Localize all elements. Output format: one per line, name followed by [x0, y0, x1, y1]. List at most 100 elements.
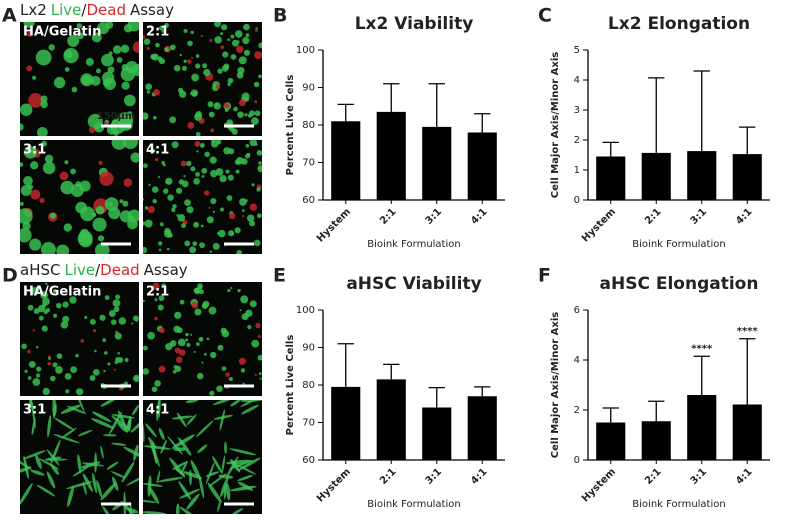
x-axis-label: Bioink Formulation: [632, 499, 725, 510]
cell: [33, 308, 40, 315]
cell: [259, 377, 262, 380]
y-tick-label: 0: [574, 195, 580, 206]
cell: [132, 64, 139, 77]
cell: [238, 357, 246, 365]
cell: [63, 223, 72, 232]
cell: [41, 140, 47, 147]
bar: [422, 407, 452, 460]
cell: [254, 142, 258, 146]
cell: [190, 30, 194, 35]
bar: [331, 386, 361, 460]
cell: [200, 145, 204, 148]
cell: [159, 222, 164, 227]
x-tick-label: 3:1: [424, 466, 444, 486]
cell: [75, 181, 82, 188]
cell: [158, 58, 166, 65]
cell: [102, 506, 112, 514]
cell: [151, 186, 159, 193]
cell: [61, 427, 77, 439]
cell: [209, 250, 212, 253]
cell: [157, 477, 184, 482]
image-label: 4:1: [146, 143, 169, 158]
y-axis-label: Cell Major Axis/Minor Axis: [550, 312, 561, 458]
scale-label: 150μm: [97, 111, 136, 122]
cells: [143, 140, 262, 254]
cell: [223, 147, 231, 155]
cell: [179, 349, 186, 356]
cell: [256, 149, 262, 156]
x-tick-label: Hystem: [580, 466, 618, 504]
cell: [240, 400, 262, 403]
cell: [30, 161, 39, 170]
cell: [171, 141, 179, 149]
cell: [195, 171, 201, 177]
cell: [186, 206, 194, 214]
cell: [177, 213, 186, 222]
cell: [30, 189, 41, 200]
cell: [107, 362, 111, 366]
cell: [146, 46, 150, 51]
cell: [253, 81, 260, 88]
cell: [21, 343, 27, 350]
cell: [155, 42, 160, 48]
cell: [152, 441, 157, 465]
y-tick-label: 2: [574, 405, 580, 416]
cell: [114, 332, 122, 340]
cell: [220, 327, 227, 334]
cell: [202, 300, 210, 308]
y-tick-label: 70: [302, 158, 315, 169]
cell: [257, 335, 261, 339]
cell: [89, 375, 96, 381]
cell: [27, 376, 32, 380]
cell: [94, 243, 110, 254]
cell: [124, 357, 129, 363]
cell: [229, 461, 250, 470]
cell: [85, 57, 94, 66]
cell: [196, 372, 204, 380]
cell: [199, 289, 204, 295]
cell: [191, 301, 199, 309]
cell: [20, 103, 33, 116]
cell: [244, 113, 248, 117]
x-axis-label: Bioink Formulation: [367, 239, 460, 250]
cell: [167, 194, 174, 201]
cell: [110, 471, 125, 478]
cell: [193, 178, 200, 185]
x-tick-label: Hystem: [315, 466, 353, 504]
cell: [224, 441, 227, 454]
cell: [164, 47, 169, 52]
cell: [217, 68, 223, 74]
bar: [596, 422, 626, 460]
cell: [154, 380, 161, 387]
cell: [196, 150, 199, 153]
cell: [35, 454, 42, 470]
cell: [230, 54, 237, 60]
cell: [44, 458, 68, 461]
cell: [149, 487, 160, 504]
cell: [47, 361, 52, 366]
cell: [39, 197, 45, 204]
bar: [596, 156, 626, 200]
cell: [241, 215, 245, 218]
x-tick-label: 2:1: [378, 206, 398, 226]
cell: [53, 313, 58, 318]
y-tick-label: 1: [574, 165, 580, 176]
cell: [103, 369, 106, 373]
cell: [91, 212, 97, 217]
cell: [205, 462, 215, 485]
y-tick-label: 5: [574, 45, 580, 56]
cell: [81, 462, 105, 467]
chart-title: Lx2 Elongation: [608, 14, 750, 34]
cell: [251, 117, 259, 126]
cell: [231, 232, 235, 235]
cell: [210, 169, 218, 178]
cell: [192, 241, 198, 247]
cell: [238, 56, 247, 65]
image-label: 2:1: [146, 25, 169, 40]
cell: [105, 22, 114, 29]
cell: [165, 177, 173, 185]
cell: [112, 45, 122, 54]
cell: [227, 38, 231, 41]
micrograph: 2:1: [143, 22, 262, 136]
cell: [236, 71, 244, 79]
